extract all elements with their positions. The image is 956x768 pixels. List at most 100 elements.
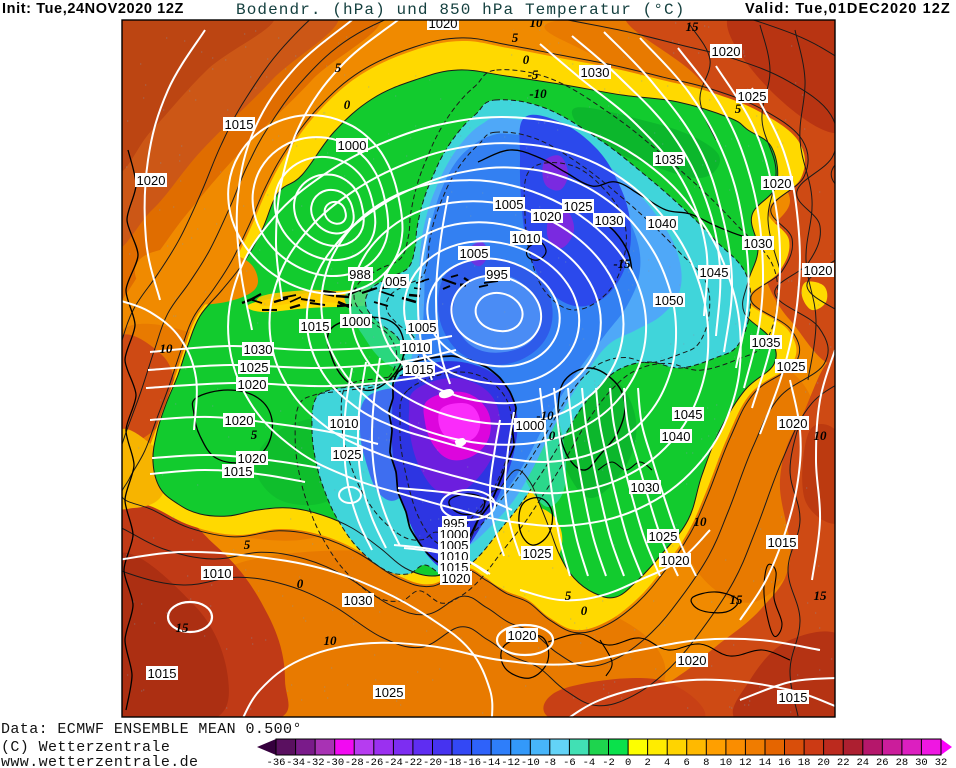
svg-text:-15: -15 xyxy=(613,256,631,271)
svg-text:1020: 1020 xyxy=(804,263,833,278)
svg-text:1005: 1005 xyxy=(495,197,524,212)
svg-text:1020: 1020 xyxy=(137,173,166,188)
svg-text:1020: 1020 xyxy=(678,653,707,668)
svg-text:0: 0 xyxy=(625,757,631,768)
svg-text:-36: -36 xyxy=(267,757,286,768)
svg-text:-26: -26 xyxy=(364,757,383,768)
svg-text:-5: -5 xyxy=(528,67,539,82)
svg-text:5: 5 xyxy=(244,537,251,552)
svg-text:-12: -12 xyxy=(501,757,520,768)
svg-text:1015: 1015 xyxy=(224,464,253,479)
svg-text:-32: -32 xyxy=(306,757,325,768)
svg-text:15: 15 xyxy=(730,592,744,607)
svg-text:-34: -34 xyxy=(286,757,305,768)
svg-text:-16: -16 xyxy=(462,757,481,768)
svg-text:10: 10 xyxy=(720,757,733,768)
svg-text:1025: 1025 xyxy=(738,89,767,104)
svg-text:Init: Tue,24NOV2020 12Z: Init: Tue,24NOV2020 12Z xyxy=(2,1,184,17)
svg-text:5: 5 xyxy=(335,60,342,75)
svg-text:1025: 1025 xyxy=(240,360,269,375)
svg-text:-14: -14 xyxy=(482,757,501,768)
svg-text:1025: 1025 xyxy=(777,359,806,374)
svg-text:1015: 1015 xyxy=(148,666,177,681)
svg-text:1020: 1020 xyxy=(238,377,267,392)
svg-text:1010: 1010 xyxy=(330,416,359,431)
svg-text:-2: -2 xyxy=(602,757,615,768)
svg-text:1005: 1005 xyxy=(460,246,489,261)
svg-text:5: 5 xyxy=(565,588,572,603)
svg-text:0: 0 xyxy=(549,428,556,443)
svg-text:1015: 1015 xyxy=(301,319,330,334)
svg-text:22: 22 xyxy=(837,757,850,768)
svg-text:1040: 1040 xyxy=(662,429,691,444)
svg-text:14: 14 xyxy=(759,757,772,768)
svg-text:8: 8 xyxy=(703,757,709,768)
svg-text:1030: 1030 xyxy=(631,480,660,495)
svg-text:Valid: Tue,01DEC2020 12Z: Valid: Tue,01DEC2020 12Z xyxy=(745,1,951,17)
svg-text:0: 0 xyxy=(523,52,530,67)
svg-text:1015: 1015 xyxy=(768,535,797,550)
svg-text:24: 24 xyxy=(856,757,869,768)
svg-text:1010: 1010 xyxy=(203,566,232,581)
svg-text:10: 10 xyxy=(324,633,338,648)
svg-text:1020: 1020 xyxy=(238,451,267,466)
svg-text:6: 6 xyxy=(684,757,690,768)
svg-text:995: 995 xyxy=(486,267,508,282)
svg-text:5: 5 xyxy=(735,101,742,116)
svg-text:1020: 1020 xyxy=(533,209,562,224)
svg-text:10: 10 xyxy=(160,341,174,356)
svg-text:1045: 1045 xyxy=(674,407,703,422)
svg-text:1020: 1020 xyxy=(442,571,471,586)
svg-text:16: 16 xyxy=(778,757,791,768)
svg-text:1030: 1030 xyxy=(344,593,373,608)
svg-text:15: 15 xyxy=(686,19,700,34)
svg-text:Data: ECMWF ENSEMBLE MEAN 0.50: Data: ECMWF ENSEMBLE MEAN 0.500° xyxy=(1,721,302,738)
svg-text:15: 15 xyxy=(176,620,190,635)
svg-text:1020: 1020 xyxy=(225,413,254,428)
svg-text:1025: 1025 xyxy=(649,529,678,544)
svg-text:-10: -10 xyxy=(536,408,554,423)
svg-text:1050: 1050 xyxy=(655,293,684,308)
svg-text:4: 4 xyxy=(664,757,670,768)
svg-text:1015: 1015 xyxy=(225,117,254,132)
svg-text:005: 005 xyxy=(385,274,407,289)
svg-text:0: 0 xyxy=(344,97,351,112)
svg-text:1040: 1040 xyxy=(648,216,677,231)
svg-text:988: 988 xyxy=(349,267,371,282)
svg-text:32: 32 xyxy=(935,757,948,768)
svg-text:1020: 1020 xyxy=(508,628,537,643)
svg-text:10: 10 xyxy=(530,15,544,30)
svg-text:0: 0 xyxy=(581,603,588,618)
svg-text:10: 10 xyxy=(814,428,828,443)
svg-text:-24: -24 xyxy=(384,757,403,768)
svg-text:0: 0 xyxy=(297,576,304,591)
svg-text:-28: -28 xyxy=(345,757,364,768)
svg-text:-30: -30 xyxy=(325,757,344,768)
svg-text:www.wetterzentrale.de: www.wetterzentrale.de xyxy=(1,754,198,768)
svg-text:1020: 1020 xyxy=(429,16,458,31)
svg-text:20: 20 xyxy=(817,757,830,768)
svg-text:26: 26 xyxy=(876,757,889,768)
svg-text:1025: 1025 xyxy=(333,447,362,462)
svg-text:1020: 1020 xyxy=(763,176,792,191)
svg-text:1030: 1030 xyxy=(581,65,610,80)
svg-text:1010: 1010 xyxy=(402,340,431,355)
svg-text:1005: 1005 xyxy=(408,320,437,335)
svg-text:1045: 1045 xyxy=(700,265,729,280)
svg-text:1020: 1020 xyxy=(661,553,690,568)
svg-text:28: 28 xyxy=(896,757,909,768)
svg-text:-4: -4 xyxy=(583,757,596,768)
svg-text:15: 15 xyxy=(814,588,828,603)
svg-text:1030: 1030 xyxy=(595,213,624,228)
svg-text:18: 18 xyxy=(798,757,811,768)
svg-text:5: 5 xyxy=(512,30,519,45)
svg-text:1000: 1000 xyxy=(342,314,371,329)
svg-text:-10: -10 xyxy=(521,757,540,768)
svg-text:2: 2 xyxy=(644,757,650,768)
svg-text:1030: 1030 xyxy=(244,342,273,357)
svg-text:-20: -20 xyxy=(423,757,442,768)
svg-text:1020: 1020 xyxy=(712,44,741,59)
svg-text:1015: 1015 xyxy=(405,362,434,377)
svg-text:1000: 1000 xyxy=(516,418,545,433)
svg-text:10: 10 xyxy=(694,514,708,529)
